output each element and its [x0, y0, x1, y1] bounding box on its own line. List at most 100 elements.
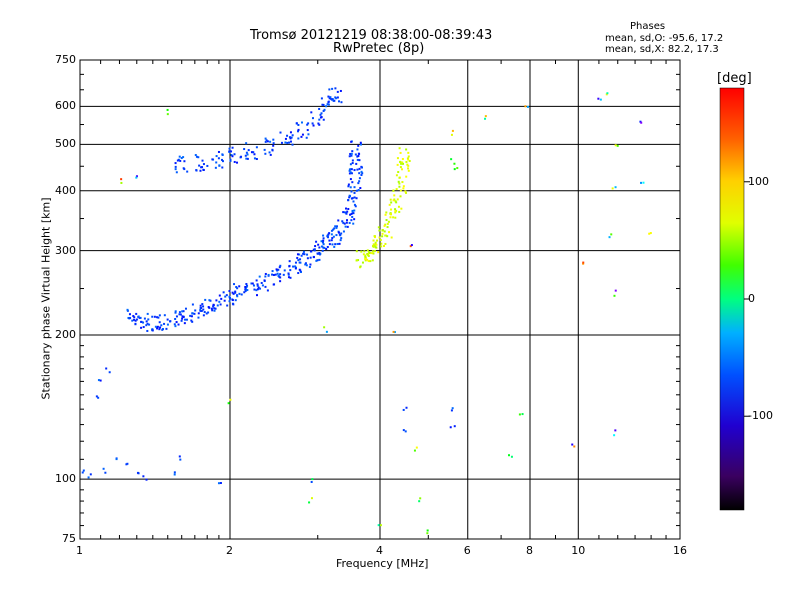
data-point [373, 244, 376, 247]
data-point [268, 151, 271, 154]
data-point [361, 261, 364, 264]
data-point [393, 331, 396, 334]
data-point [276, 272, 279, 275]
data-point [338, 242, 341, 245]
data-point [331, 98, 334, 101]
data-point [413, 449, 416, 452]
data-point [257, 286, 260, 289]
data-point [372, 243, 375, 246]
data-point [356, 155, 359, 158]
data-point [306, 253, 309, 256]
data-point [193, 312, 196, 315]
data-point [277, 274, 280, 277]
data-point [306, 123, 309, 126]
data-point [183, 168, 186, 171]
data-point [189, 314, 192, 317]
data-point [286, 141, 289, 144]
data-point [232, 292, 235, 295]
data-point [404, 430, 407, 433]
data-point [199, 169, 202, 172]
data-point [371, 259, 374, 262]
data-point [177, 158, 180, 161]
data-point [398, 210, 401, 213]
data-point [213, 309, 216, 312]
data-point [449, 426, 452, 429]
data-point [297, 130, 300, 133]
data-point [186, 170, 189, 173]
data-point [384, 242, 387, 245]
data-point [340, 232, 343, 235]
data-point [246, 157, 249, 160]
data-point [375, 243, 378, 246]
data-point [179, 458, 182, 461]
data-point [366, 258, 369, 261]
x-tick-label: 2 [226, 544, 233, 557]
data-point [284, 141, 287, 144]
data-point [142, 321, 145, 324]
data-point [305, 136, 308, 139]
data-point [256, 294, 259, 297]
data-point [400, 207, 403, 210]
data-point [401, 158, 404, 161]
data-point [215, 299, 218, 302]
data-point [350, 197, 353, 200]
data-point [95, 395, 98, 398]
data-point [89, 473, 92, 476]
data-point [205, 312, 208, 315]
data-point [405, 406, 408, 409]
data-point [183, 160, 186, 163]
data-point [137, 472, 140, 475]
y-tick-label: 100 [55, 472, 76, 486]
data-point [408, 159, 411, 162]
data-point [243, 148, 246, 151]
data-point [297, 259, 300, 262]
data-point [251, 282, 254, 285]
data-point [147, 318, 150, 321]
data-point [385, 211, 388, 214]
data-point [125, 463, 128, 466]
data-point [158, 321, 161, 324]
data-point [318, 258, 321, 261]
data-point [255, 158, 258, 161]
data-point [426, 532, 429, 535]
data-point [231, 291, 234, 294]
data-point [180, 319, 183, 322]
data-point [426, 529, 429, 532]
data-point [234, 299, 237, 302]
y-tick-label: 750 [55, 53, 76, 66]
data-point [373, 250, 376, 253]
data-point [234, 290, 237, 293]
data-point [359, 187, 362, 190]
data-point [236, 295, 239, 298]
data-point [154, 325, 157, 328]
data-point [190, 319, 193, 322]
data-point [367, 254, 370, 257]
data-point [374, 246, 377, 249]
data-point [156, 325, 159, 328]
data-point [279, 280, 282, 283]
data-point [383, 244, 386, 247]
data-point [252, 151, 255, 154]
data-point [280, 141, 283, 144]
data-point [350, 219, 353, 222]
data-point [235, 286, 238, 289]
data-point [315, 240, 318, 243]
data-point [267, 273, 270, 276]
data-point [395, 188, 398, 191]
data-point [231, 155, 234, 158]
data-point [614, 144, 617, 147]
data-point [166, 318, 169, 321]
data-point [261, 284, 264, 287]
y-tick-label: 400 [55, 183, 76, 197]
data-point [377, 524, 380, 527]
data-point [339, 89, 342, 92]
data-point [597, 97, 600, 100]
data-point [350, 154, 353, 157]
data-point [312, 124, 315, 127]
data-point [350, 190, 353, 193]
data-point [271, 148, 274, 151]
data-point [352, 222, 355, 225]
data-point [323, 246, 326, 249]
data-point [213, 307, 216, 310]
data-point [328, 97, 331, 100]
